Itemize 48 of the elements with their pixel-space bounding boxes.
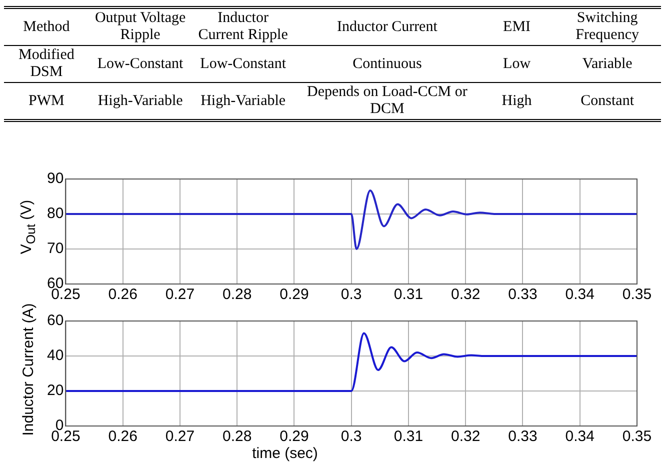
category-label: Method	[4, 8, 89, 46]
category-label: Inductor Current	[294, 8, 480, 46]
x-tick-label: 0.35	[622, 286, 652, 304]
text: Depends on Load-CCM or DCM	[307, 84, 468, 117]
text: Variable	[582, 56, 632, 72]
x-tick-label: 0.28	[222, 428, 252, 446]
x-tick-label: 0.34	[565, 286, 594, 304]
category-label: Switching Frequency	[554, 8, 661, 46]
x-tick-label: 0.3	[340, 286, 362, 304]
line-series	[66, 332, 637, 392]
line-series	[66, 190, 637, 250]
text: High-Variable	[200, 92, 286, 108]
y-tick-label: 40	[46, 347, 64, 364]
x-tick-label: 0.34	[565, 428, 594, 446]
y-tick-label: 80	[46, 205, 64, 222]
text: Continuous	[352, 56, 422, 72]
x-tick-label: 0.27	[165, 286, 195, 304]
text: High-Variable	[98, 92, 183, 108]
x-tick-label: 0.29	[280, 428, 309, 446]
text: Low-Constant	[200, 56, 286, 72]
text: High	[502, 92, 532, 108]
category-label: Inductor Current Ripple	[192, 8, 294, 46]
text: Low-Constant	[97, 56, 184, 72]
y-tick-label: 20	[46, 382, 64, 400]
text: Constant	[580, 92, 634, 108]
x-tick-label: 0.33	[508, 428, 538, 446]
x-tick-label: 0.26	[108, 286, 138, 304]
category-label: EMI	[480, 8, 554, 46]
category-label: Output Voltage Ripple	[88, 8, 192, 46]
x-tick-label: 0.35	[622, 428, 652, 446]
y-tick-label: 90	[46, 170, 64, 188]
y-tick-label: 60	[46, 312, 64, 330]
x-tick-label: 0.32	[451, 428, 480, 446]
x-tick-label: 0.27	[165, 428, 195, 446]
text: PWM	[28, 92, 64, 108]
x-tick-label: 0.31	[394, 428, 424, 446]
x-tick-label: 0.28	[222, 286, 252, 304]
x-axis-title: time (sec)	[251, 445, 319, 462]
x-tick-label: 0.3	[340, 428, 362, 446]
y-tick-label: 70	[46, 240, 64, 258]
x-tick-label: 0.26	[108, 428, 138, 446]
x-tick-label: 0.29	[280, 286, 309, 304]
y-axis-title: Inductor Current (A)	[19, 302, 36, 436]
x-tick-label: 0.32	[451, 286, 480, 304]
x-tick-label: 0.33	[508, 286, 538, 304]
text: Low	[503, 56, 531, 72]
text: Modified DSM	[18, 47, 74, 80]
x-tick-label: 0.31	[394, 286, 424, 304]
